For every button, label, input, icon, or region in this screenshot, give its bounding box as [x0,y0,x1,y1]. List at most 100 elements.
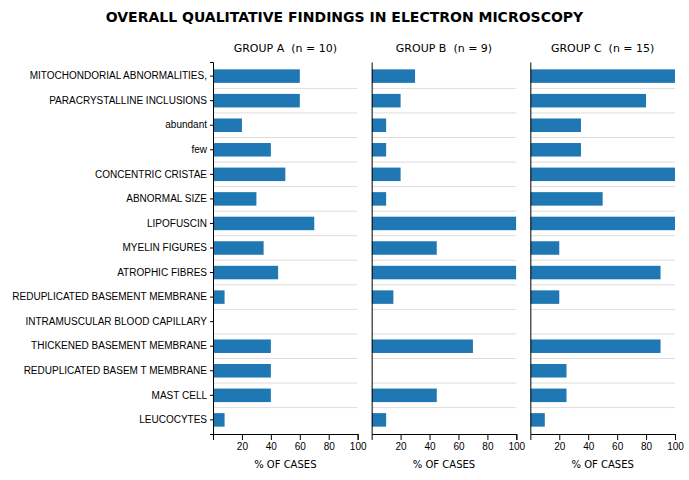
bar [530,364,566,378]
grid-line [213,309,358,310]
tick-mark [210,149,213,150]
bar [213,266,278,280]
tick: LIPOFUSCIN [147,218,213,229]
bar [372,290,394,304]
tick-mark [271,434,272,440]
tick: 80 [482,434,494,452]
bar [530,192,602,206]
y-axis: MITOCHONDORIAL ABNORMALITIES, PARACRYSTAL… [12,63,213,435]
bar [372,192,386,206]
bar [372,94,401,108]
tick: abundant [165,119,213,130]
tick: 80 [641,434,653,452]
tick: PARACRYSTALLINE INCLUSIONS [49,95,213,106]
tick: MAST CELL [152,390,213,401]
grid-line [530,112,675,113]
bar [213,241,264,255]
bar [530,69,675,83]
tick: 20 [237,434,249,452]
grid-line [530,260,675,261]
grid-line [530,88,675,89]
grid-line [213,88,358,89]
tick: 100 [667,434,684,452]
tick-mark [559,434,560,440]
tick-mark [210,346,213,347]
grid-line [530,137,675,138]
tick-mark [210,395,213,396]
tick-mark [242,434,243,440]
bar [530,143,581,157]
category-label: MITOCHONDORIAL ABNORMALITIES, [30,70,207,81]
tick-mark [210,76,213,77]
grid-line [372,88,517,89]
tick-mark [210,198,213,199]
bar [372,241,437,255]
tick-mark [458,434,459,440]
tick: 60 [295,434,307,452]
tick-mark [210,297,213,298]
grid-line [372,260,517,261]
grid-line [372,407,517,408]
tick: 40 [424,434,436,452]
tick-label: 20 [237,441,249,452]
axis-line [531,435,676,441]
tick-mark [210,248,213,249]
category-label: abundant [165,119,207,130]
bar [213,94,300,108]
tick-mark [430,434,431,440]
tick: MITOCHONDORIAL ABNORMALITIES, [30,70,213,81]
tick: few [191,144,213,155]
category-label: INTRAMUSCULAR BLOOD CAPILLARY [25,316,207,327]
plot-area [213,69,358,426]
tick: CONCENTRIC CRISTAE [95,169,213,180]
grid-line [213,211,358,212]
grid-line [213,333,358,334]
tick-label: 20 [396,441,408,452]
grid-line [213,112,358,113]
bar [213,290,225,304]
bar [530,290,559,304]
tick-label: 40 [424,441,436,452]
bar [372,143,386,157]
tick-mark [617,434,618,440]
bar [372,389,437,403]
tick-mark [210,174,213,175]
grid-line [213,383,358,384]
tick: REDUPLICATED BASEM T MEMBRANE [24,365,213,376]
bar [530,389,566,403]
tick-mark [487,434,488,440]
category-label: ABNORMAL SIZE [126,193,207,204]
bar [213,413,225,427]
tick-label: 40 [266,441,278,452]
category-label: REDUPLICATED BASEMENT MEMBRANE [12,291,207,302]
grid-line [530,358,675,359]
tick-label: 60 [612,441,624,452]
bar [213,389,271,403]
y-axis [372,63,373,435]
grid-line [372,358,517,359]
grid-line [372,211,517,212]
bar [530,241,559,255]
grid-line [530,186,675,187]
bar [372,69,415,83]
tick-mark [210,370,213,371]
tick: 60 [612,434,624,452]
tick: REDUPLICATED BASEMENT MEMBRANE [12,291,213,302]
tick-mark [210,419,213,420]
grid-line [372,162,517,163]
tick-label: 100 [667,441,684,452]
tick-label: 40 [583,441,595,452]
chart: OVERALL QUALITATIVE FINDINGS IN ELECTRON… [0,0,689,480]
tick: 20 [396,434,408,452]
tick-mark [401,434,402,440]
tick-label: 80 [641,441,653,452]
bar [530,339,660,353]
grid-line [372,333,517,334]
panel: 20406080100MITOCHONDORIAL ABNORMALITIES,… [12,42,367,470]
grid-line [530,235,675,236]
tick: 40 [583,434,595,452]
tick-mark [210,125,213,126]
axis-line [210,63,214,435]
plot-area [372,69,517,426]
category-label: THICKENED BASEMENT MEMBRANE [31,340,207,351]
